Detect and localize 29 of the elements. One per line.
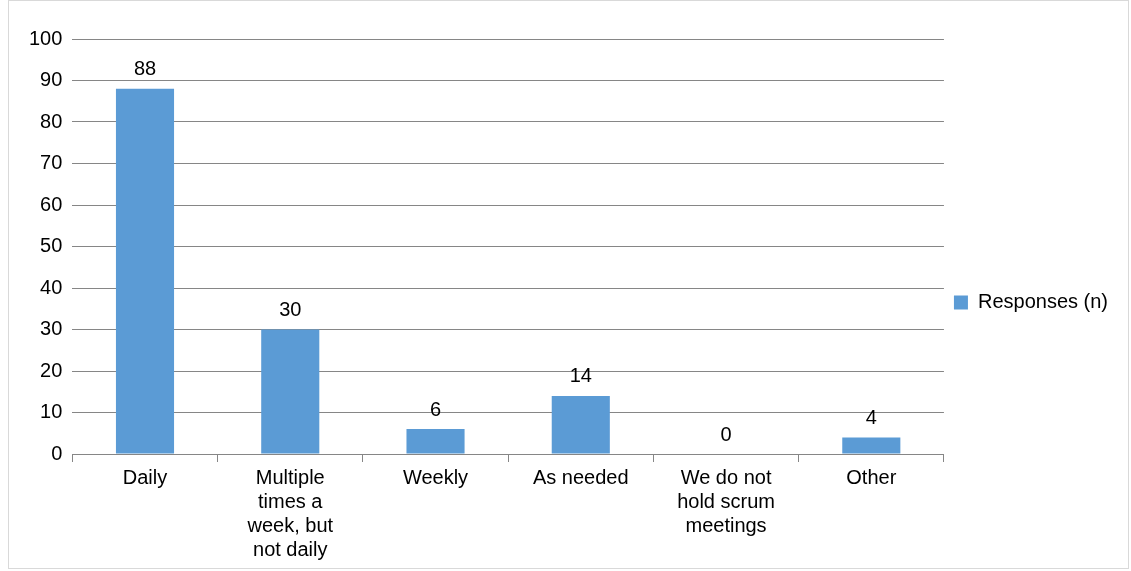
x-tick-label: Daily (122, 465, 168, 488)
legend-label: Responses (n) (977, 290, 1108, 313)
bar (842, 437, 901, 454)
data-label: 4 (865, 405, 877, 428)
y-tick-label: 90 (40, 68, 63, 91)
y-tick-label: 100 (28, 26, 63, 49)
y-tick-label: 60 (40, 192, 63, 215)
data-label: 6 (429, 397, 442, 420)
y-tick-label: 50 (40, 234, 63, 257)
y-tick-label: 20 (40, 358, 63, 381)
bar (406, 429, 465, 454)
y-tick-label: 10 (40, 400, 63, 423)
x-tick-label: Multiple times a week, but not daily (246, 465, 334, 560)
y-tick-label: 80 (40, 109, 63, 132)
bar (115, 88, 175, 454)
bar (551, 395, 610, 454)
data-label: 88 (133, 57, 157, 80)
x-tick-label: As needed (532, 465, 629, 488)
x-tick-label: Weekly (402, 465, 469, 488)
data-label: 14 (569, 364, 592, 387)
y-tick-label: 0 (51, 441, 63, 464)
y-tick-label: 70 (40, 151, 63, 174)
y-tick-label: 30 (40, 317, 63, 340)
data-label: 30 (279, 298, 302, 321)
bar (261, 329, 320, 454)
data-label: 0 (720, 422, 732, 445)
y-tick-label: 40 (40, 275, 63, 298)
x-tick-label: We do not hold scrum meetings (677, 465, 775, 536)
x-tick-label: Other (846, 465, 897, 488)
